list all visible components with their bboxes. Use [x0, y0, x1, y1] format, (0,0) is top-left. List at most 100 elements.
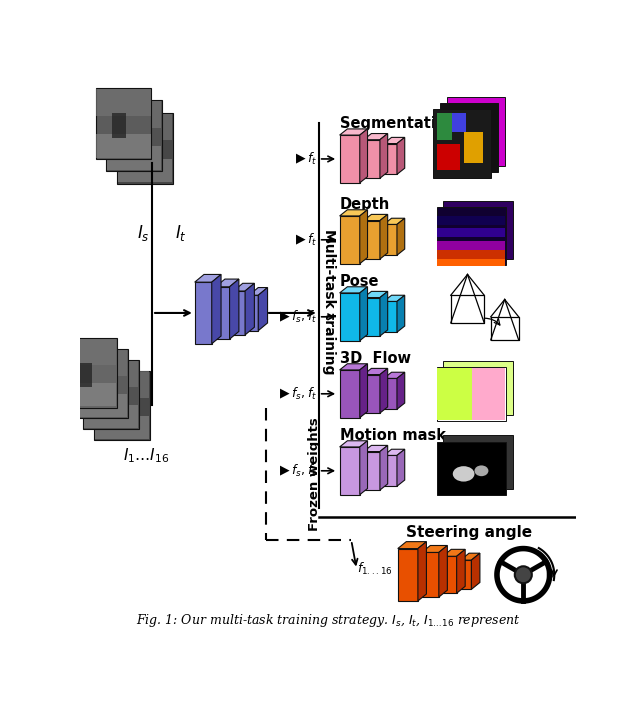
Polygon shape — [360, 129, 367, 183]
Polygon shape — [364, 375, 380, 413]
Bar — [447, 97, 505, 166]
Circle shape — [515, 566, 532, 583]
Polygon shape — [422, 546, 447, 553]
Polygon shape — [216, 287, 230, 339]
Text: $\blacktriangleright f_s, f_t$: $\blacktriangleright f_s, f_t$ — [277, 309, 317, 325]
Bar — [84, 405, 138, 428]
Bar — [437, 250, 506, 260]
Polygon shape — [397, 373, 404, 409]
Bar — [444, 202, 513, 259]
Bar — [433, 109, 491, 178]
Polygon shape — [364, 368, 388, 375]
Bar — [89, 373, 103, 398]
Text: $I_t$: $I_t$ — [175, 223, 187, 243]
Polygon shape — [340, 447, 360, 495]
Polygon shape — [364, 214, 388, 220]
Bar — [472, 368, 506, 420]
Polygon shape — [216, 279, 239, 287]
Bar — [95, 372, 149, 398]
Polygon shape — [340, 129, 367, 135]
Ellipse shape — [474, 465, 488, 476]
Polygon shape — [234, 283, 254, 291]
Bar — [83, 360, 139, 429]
Polygon shape — [259, 287, 268, 330]
Polygon shape — [364, 445, 388, 452]
Text: $\blacktriangleright f_s, f_t$: $\blacktriangleright f_s, f_t$ — [277, 386, 317, 402]
Bar — [437, 228, 506, 237]
Text: Depth: Depth — [340, 197, 390, 212]
Bar — [95, 88, 151, 159]
Bar — [106, 100, 162, 172]
Polygon shape — [384, 225, 397, 255]
Polygon shape — [340, 209, 367, 216]
Bar — [437, 241, 506, 250]
Text: Motion mask: Motion mask — [340, 428, 445, 443]
Bar — [72, 349, 128, 418]
Polygon shape — [384, 302, 397, 332]
Text: $I_1 \ldots I_{16}$: $I_1 \ldots I_{16}$ — [123, 446, 169, 465]
Bar — [96, 89, 150, 116]
Polygon shape — [384, 137, 404, 144]
Polygon shape — [340, 293, 360, 340]
Polygon shape — [340, 287, 367, 293]
Polygon shape — [397, 542, 426, 548]
Text: 3D  Flow: 3D Flow — [340, 351, 411, 366]
Polygon shape — [397, 218, 404, 255]
Polygon shape — [340, 364, 367, 370]
Polygon shape — [380, 368, 388, 413]
Polygon shape — [422, 553, 439, 597]
Polygon shape — [418, 542, 426, 601]
Bar — [463, 132, 483, 163]
Polygon shape — [364, 292, 388, 297]
Bar — [96, 134, 150, 157]
Polygon shape — [461, 553, 480, 560]
Bar — [112, 113, 126, 138]
Polygon shape — [443, 556, 457, 593]
Polygon shape — [439, 546, 447, 597]
Polygon shape — [195, 282, 212, 344]
Text: Pose: Pose — [340, 274, 379, 289]
Polygon shape — [340, 216, 360, 264]
Text: $\blacktriangleright f_t$: $\blacktriangleright f_t$ — [292, 232, 317, 248]
Polygon shape — [380, 214, 388, 259]
Polygon shape — [249, 287, 268, 295]
Bar — [437, 215, 506, 225]
Text: Frozen weights: Frozen weights — [308, 417, 321, 531]
Bar — [123, 125, 137, 150]
Bar — [437, 368, 472, 420]
Polygon shape — [364, 134, 388, 139]
Polygon shape — [340, 440, 367, 447]
Text: Multi-task training: Multi-task training — [322, 229, 336, 374]
Polygon shape — [364, 452, 380, 490]
Polygon shape — [360, 209, 367, 264]
Polygon shape — [364, 139, 380, 178]
Text: $\blacktriangleright f_t$: $\blacktriangleright f_t$ — [292, 151, 317, 167]
Bar — [62, 339, 116, 365]
Bar — [73, 394, 127, 417]
Polygon shape — [249, 295, 259, 330]
Bar — [118, 159, 172, 182]
Bar — [444, 435, 513, 489]
Bar — [437, 257, 506, 267]
Bar — [61, 338, 117, 408]
Bar — [436, 113, 452, 139]
Polygon shape — [397, 548, 418, 601]
Bar — [440, 103, 498, 172]
Polygon shape — [195, 275, 221, 282]
Polygon shape — [212, 275, 221, 344]
Bar — [117, 113, 173, 184]
Polygon shape — [364, 297, 380, 336]
Polygon shape — [364, 220, 380, 259]
Bar — [134, 137, 148, 162]
Polygon shape — [245, 283, 254, 335]
Polygon shape — [384, 455, 397, 486]
Bar — [62, 383, 116, 406]
Text: Fig. 1: Our multi-task training strategy. $I_s$, $I_t$, $I_{1\ldots16}$ represen: Fig. 1: Our multi-task training strategy… — [136, 613, 520, 629]
Text: Segmentations: Segmentations — [340, 117, 465, 132]
Polygon shape — [384, 373, 404, 378]
Polygon shape — [384, 218, 404, 225]
Bar — [84, 360, 138, 387]
Bar — [444, 360, 513, 415]
Polygon shape — [397, 295, 404, 332]
Bar — [107, 147, 161, 170]
